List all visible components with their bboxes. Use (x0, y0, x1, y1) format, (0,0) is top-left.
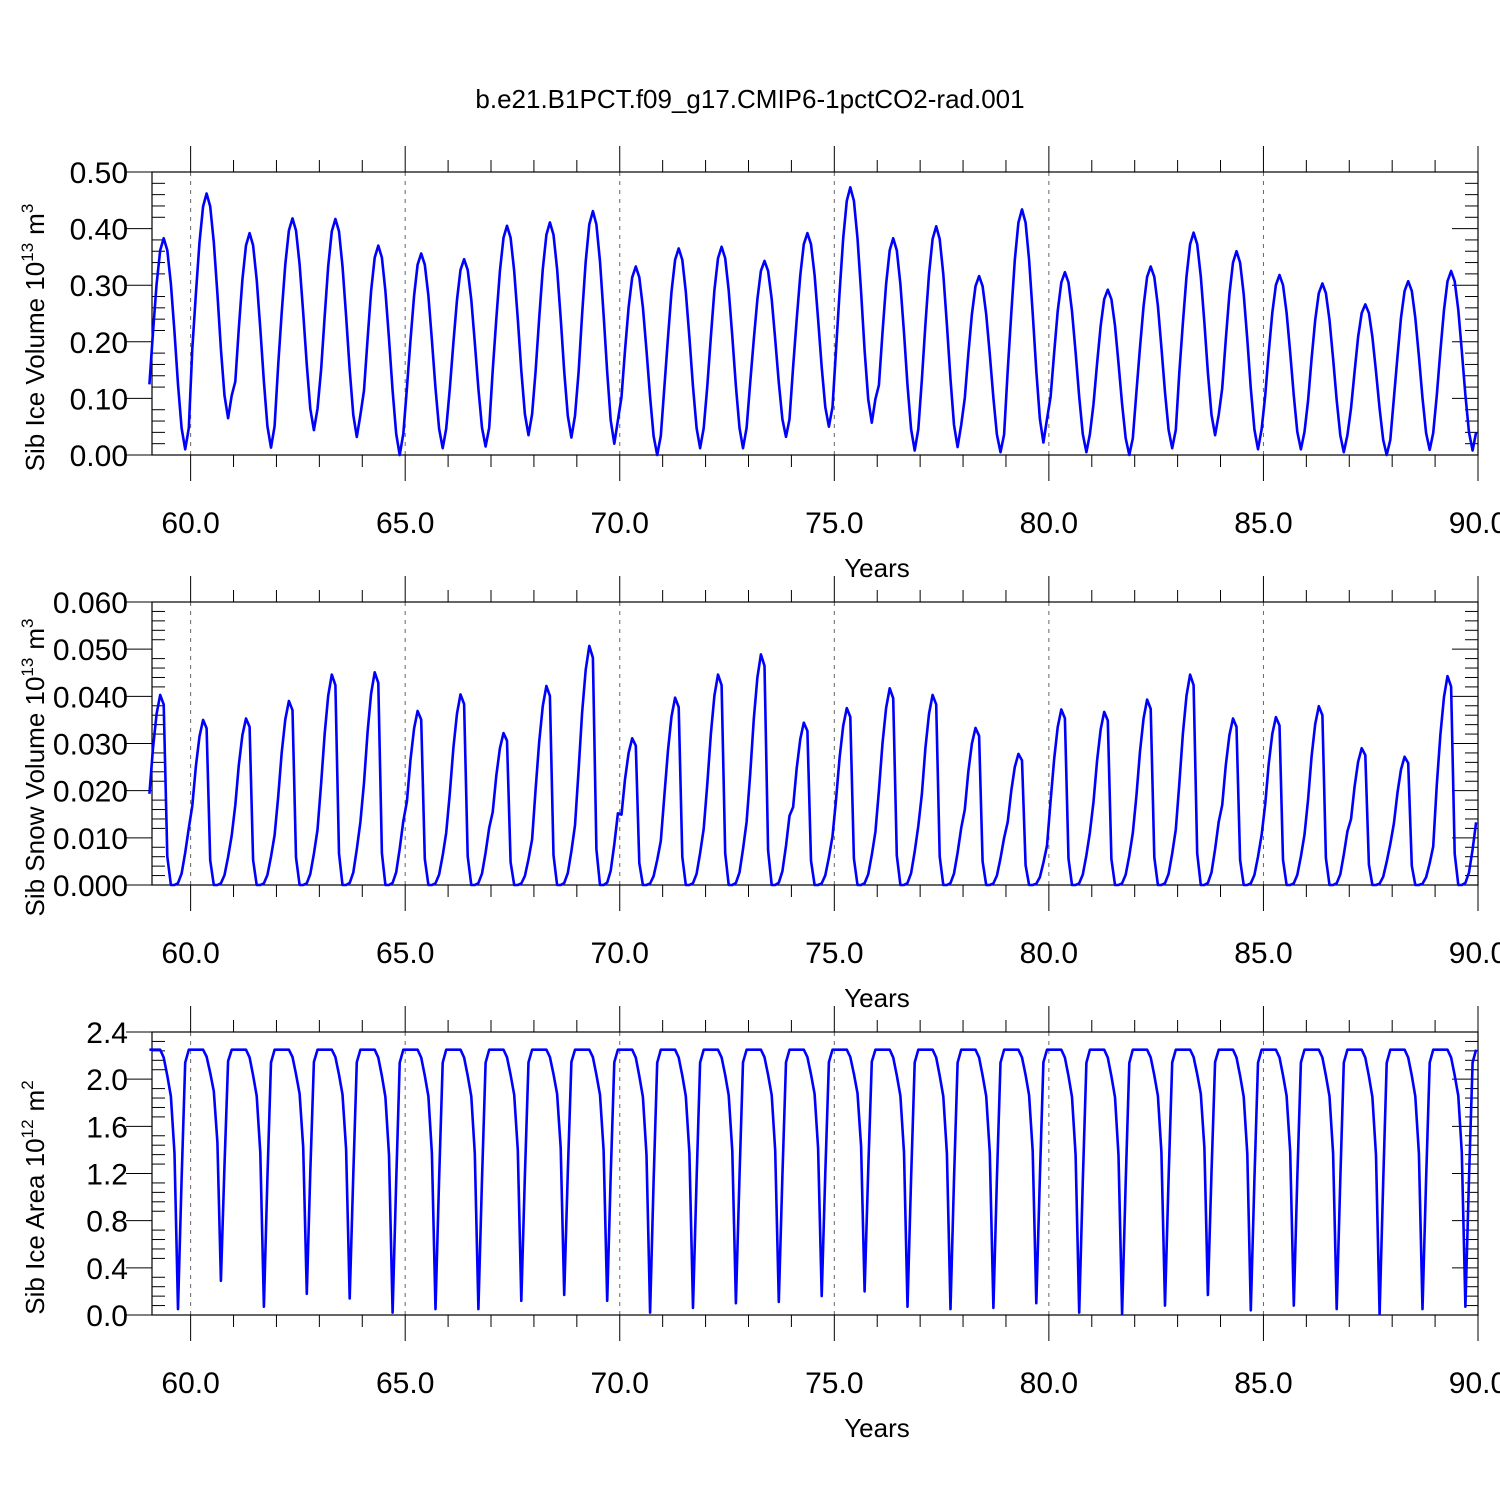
y-axis-label-text: Sib Snow Volume 10 (20, 677, 50, 917)
panel-ice-volume: 60.0 65.0 70.0 75.0 80.0 85.0 90.0 0.00 0.10 0.20… (18, 146, 1500, 583)
y-tick-label: 0.010 (53, 823, 128, 856)
plot-frame (151, 171, 1479, 456)
y-axis-label-text: Sib Ice Volume 10 (20, 262, 50, 472)
y-tick-label: 0.50 (70, 157, 128, 190)
y-tick-label: 0.0 (86, 1300, 128, 1333)
y-tick-label: 0.060 (53, 587, 128, 620)
x-tick-label: 75.0 (805, 937, 863, 970)
x-tick-label: 70.0 (591, 507, 649, 540)
y-tick-label: 0.040 (53, 681, 128, 714)
x-tick-label: 80.0 (1020, 507, 1078, 540)
panel-ice-area: 60.0 65.0 70.0 75.0 80.0 85.0 90.0 0.0 0.4 0.8 1.2… (18, 1006, 1500, 1443)
x-tick-label: 90.0 (1449, 507, 1500, 540)
y-tick-label: 0.020 (53, 776, 128, 809)
y-tick-label: 0.00 (70, 440, 128, 473)
y-axis-label-text: m (20, 1090, 50, 1112)
x-tick-label: 65.0 (376, 507, 434, 540)
x-tick-label: 90.0 (1449, 1367, 1500, 1400)
panel-snow-volume: 60.0 65.0 70.0 75.0 80.0 85.0 90.0 0.000 0.010 0.… (18, 576, 1500, 1013)
series-line (148, 186, 1478, 457)
y-tick-label: 0.40 (70, 214, 128, 247)
x-tick-label: 65.0 (376, 937, 434, 970)
y-tick-label: 0.30 (70, 270, 128, 303)
y-tick-label: 0.4 (86, 1253, 128, 1286)
y-axis-label: Sib Ice Volume 1013 m3 (18, 204, 50, 472)
series-line (149, 1048, 1478, 1316)
y-axis-label-superscript: 13 (18, 243, 37, 262)
y-tick-label: 0.000 (53, 870, 128, 903)
x-tick-label: 60.0 (161, 1367, 219, 1400)
y-axis-label-superscript: 13 (18, 658, 37, 677)
x-tick-label: 65.0 (376, 1367, 434, 1400)
y-tick-label: 2.4 (86, 1017, 128, 1050)
x-tick-label: 70.0 (591, 1367, 649, 1400)
y-tick-label: 0.030 (53, 729, 128, 762)
x-tick-label: 75.0 (805, 507, 863, 540)
y-axis-label: Sib Snow Volume 1013 m3 (18, 619, 50, 917)
x-tick-label: 85.0 (1234, 507, 1292, 540)
x-axis-label: Years (844, 1413, 910, 1443)
y-axis-label: Sib Ice Area 1012 m2 (18, 1080, 50, 1314)
x-tick-label: 75.0 (805, 1367, 863, 1400)
y-axis-label-superscript: 3 (18, 619, 37, 628)
figure-title: b.e21.B1PCT.f09_g17.CMIP6-1pctCO2-rad.00… (475, 84, 1024, 114)
x-tick-label: 60.0 (161, 937, 219, 970)
y-axis-label-text: m (20, 628, 50, 650)
x-tick-label: 85.0 (1234, 1367, 1292, 1400)
y-axis-label-superscript: 2 (18, 1080, 37, 1089)
y-tick-label: 1.6 (86, 1111, 128, 1144)
y-axis-label-text: m (20, 213, 50, 235)
x-axis-label: Years (844, 553, 910, 583)
y-tick-label: 1.2 (86, 1159, 128, 1192)
y-axis-label-superscript: 3 (18, 204, 37, 213)
y-axis-label-text: Sib Ice Area 10 (20, 1138, 50, 1314)
y-axis-label-superscript: 12 (18, 1119, 37, 1138)
x-axis-label: Years (844, 983, 910, 1013)
y-tick-label: 0.10 (70, 383, 128, 416)
x-tick-label: 60.0 (161, 507, 219, 540)
x-tick-label: 90.0 (1449, 937, 1500, 970)
x-tick-label: 80.0 (1020, 1367, 1078, 1400)
series-line (148, 644, 1478, 887)
y-tick-label: 0.8 (86, 1206, 128, 1239)
x-tick-label: 70.0 (591, 937, 649, 970)
x-tick-label: 85.0 (1234, 937, 1292, 970)
x-tick-label: 80.0 (1020, 937, 1078, 970)
y-tick-label: 0.050 (53, 634, 128, 667)
y-tick-label: 0.20 (70, 327, 128, 360)
y-tick-label: 2.0 (86, 1064, 128, 1097)
